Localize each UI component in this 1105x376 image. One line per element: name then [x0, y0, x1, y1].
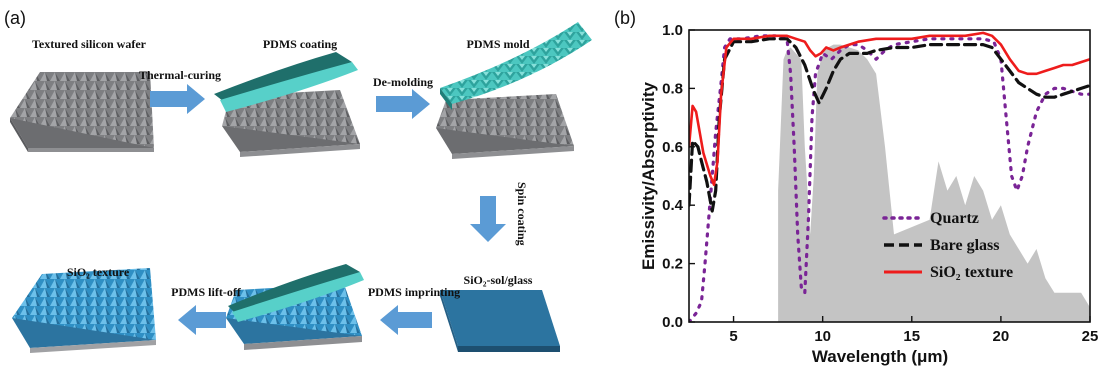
y-tick-label: 0.6 [662, 139, 683, 156]
panel-a-label: (a) [4, 8, 26, 28]
label-pdms-coating: PDMS coating [263, 37, 337, 51]
legend-label-quartz: Quartz [930, 210, 979, 227]
label-pdms-mold: PDMS mold [467, 37, 530, 51]
arrow-thermal-curing [150, 84, 205, 114]
arrow-pdms-imprinting [380, 305, 432, 335]
sio2-sol-glass-illustration [440, 290, 560, 352]
arrow-pdms-lift-off [178, 305, 226, 335]
arrow-spin-coating [470, 196, 506, 242]
plot-frame [688, 29, 1091, 323]
x-tick-label: 5 [729, 328, 737, 345]
y-tick-label: 0.0 [662, 314, 683, 331]
label-textured-wafer: Textured silicon wafer [32, 37, 147, 51]
label-sio2-sol-glass: SiO₂-sol/glass [464, 273, 533, 287]
label-spin-coating: Spin coating [515, 182, 529, 246]
y-tick-label: 0.2 [662, 256, 683, 273]
y-tick-label: 0.4 [662, 197, 684, 214]
label-pdms-lift-off: PDMS lift-off [171, 285, 242, 299]
panel-a: (a) Textured silicon wafer Thermal-curin… [4, 8, 592, 353]
panel-b-label: (b) [614, 8, 636, 28]
label-sio2-texture: SiO₂ texture [67, 265, 130, 279]
panel-b: (b) 5 10 15 20 25 0.0 0.2 0.4 0.6 0.8 1.0 Waveleng… [614, 8, 1098, 366]
chart: 5 10 15 20 25 0.0 0.2 0.4 0.6 0.8 1.0 Wavelength (… [639, 22, 1098, 366]
sio2-texture-illustration [12, 268, 156, 353]
label-thermal-curing: Thermal-curing [139, 68, 221, 82]
y-tick-label: 0.8 [662, 80, 683, 97]
series-line-quartz [689, 34, 1090, 322]
x-axis-title: Wavelength (μm) [812, 347, 948, 366]
label-de-molding: De-molding [373, 75, 433, 89]
y-tick-label: 1.0 [662, 22, 683, 39]
legend: Quartz Bare glass SiO₂ texture [882, 210, 1013, 281]
x-tick-label: 15 [903, 328, 920, 345]
x-tick-label: 10 [814, 328, 831, 345]
x-tick-label: 25 [1082, 328, 1099, 345]
legend-label-bare-glass: Bare glass [930, 237, 999, 254]
series-line-sio-texture [689, 31, 1090, 187]
series-line-bare-glass [689, 37, 1090, 213]
background-spectrum-layer [778, 44, 1090, 322]
pdms-coating-illustration [214, 52, 360, 157]
pdms-mold-illustration [436, 22, 592, 159]
y-axis-title: Emissivity/Absorptivity [639, 81, 658, 270]
pdms-lift-off-illustration [226, 264, 364, 350]
label-pdms-imprinting: PDMS imprinting [368, 285, 460, 299]
legend-label-sio2-texture: SiO₂ texture [930, 264, 1013, 281]
series-layer [689, 31, 1090, 322]
arrow-de-molding [376, 89, 430, 119]
textured-wafer-illustration [10, 72, 154, 152]
axis-ticks: 5 10 15 20 25 0.0 0.2 0.4 0.6 0.8 1.0 [662, 22, 1098, 345]
x-tick-label: 20 [993, 328, 1010, 345]
background-spectrum-area [778, 44, 1090, 322]
